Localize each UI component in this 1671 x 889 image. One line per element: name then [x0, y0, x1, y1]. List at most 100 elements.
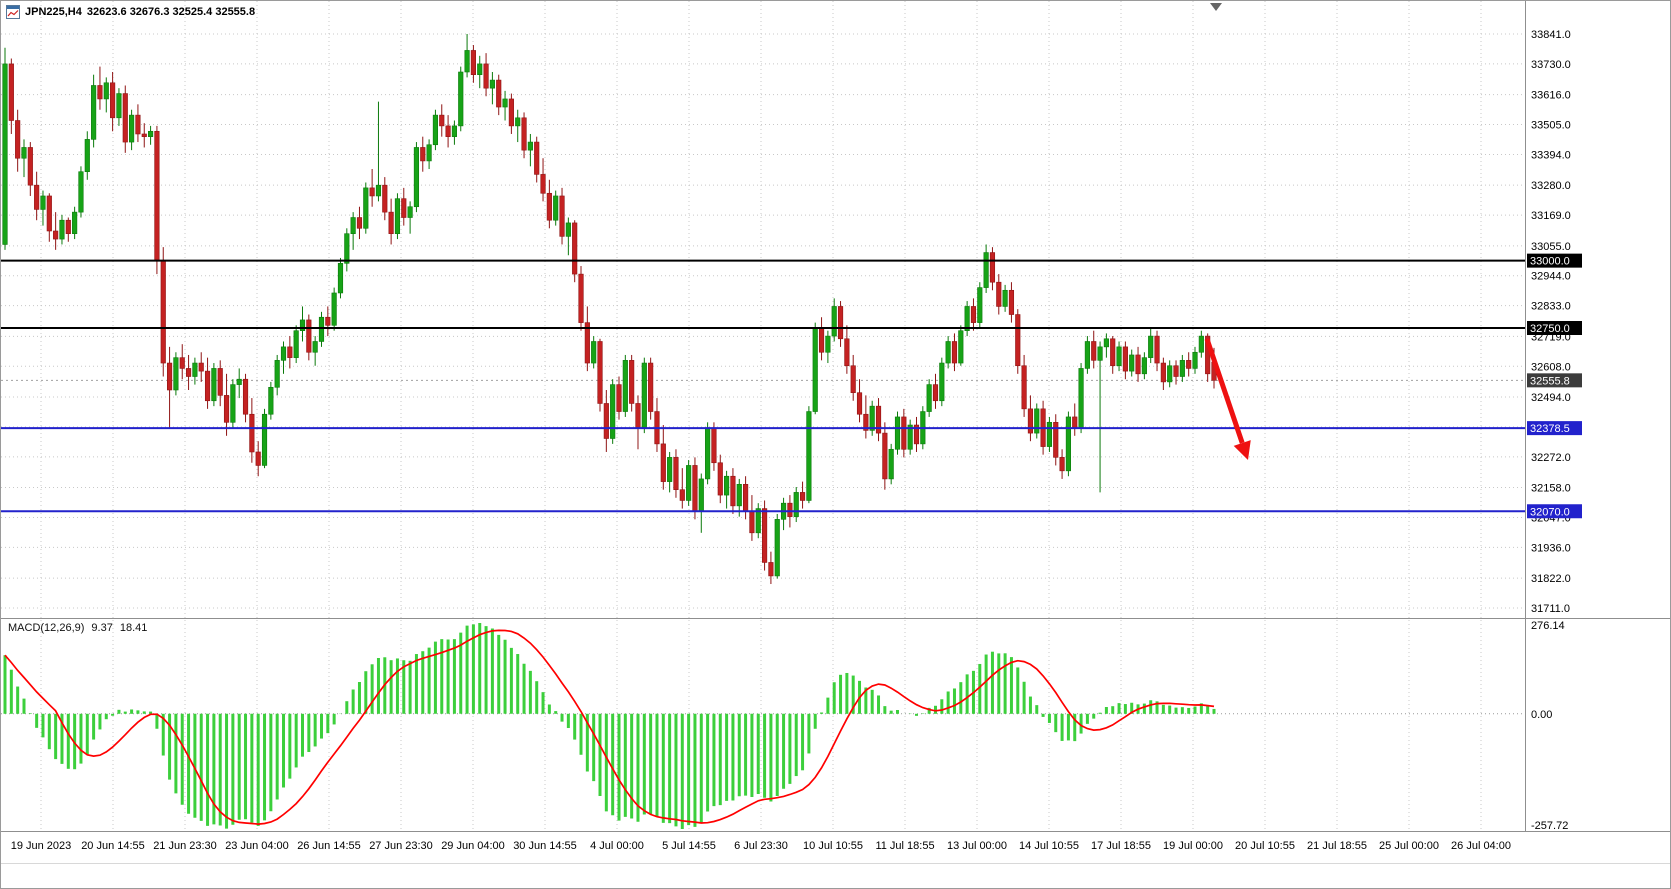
- candle-body: [15, 120, 21, 159]
- candle-body: [996, 281, 1002, 307]
- candle-body: [375, 184, 382, 197]
- price-axis-label: 31822.0: [1531, 573, 1571, 585]
- candle-body: [1053, 422, 1059, 458]
- candle-body: [812, 327, 818, 412]
- candle-body: [584, 322, 590, 364]
- candle-body: [977, 287, 983, 323]
- candle-body: [1103, 338, 1109, 348]
- time-axis-label: 29 Jun 04:00: [441, 840, 505, 852]
- candle-body: [299, 319, 306, 332]
- candle-body: [989, 252, 996, 283]
- candle-body: [394, 198, 401, 234]
- symbol-period: JPN225,H4: [25, 6, 82, 18]
- candle-body: [122, 93, 128, 143]
- time-axis-label: 23 Jun 04:00: [225, 840, 289, 852]
- candle-body: [426, 144, 432, 162]
- candle-body: [1046, 422, 1053, 447]
- candle-body: [1160, 362, 1166, 383]
- candle-body: [91, 85, 97, 140]
- candle-body: [306, 319, 312, 353]
- candle-body: [799, 492, 806, 501]
- candle-body: [274, 360, 280, 388]
- time-axis-label: 10 Jul 10:55: [803, 840, 863, 852]
- price-axis-label: 32272.0: [1531, 452, 1571, 464]
- candle-body: [844, 338, 850, 367]
- candle-body: [8, 63, 14, 121]
- candle-body: [141, 133, 147, 137]
- chart-shift-marker[interactable]: [1210, 3, 1222, 11]
- candle-body: [363, 187, 369, 229]
- time-axis-label: 25 Jul 00:00: [1379, 840, 1439, 852]
- trend-arrow-head[interactable]: [1233, 440, 1251, 460]
- candle-body: [84, 139, 90, 173]
- candle-body: [388, 211, 394, 234]
- macd-signal-line: [4, 629, 1215, 825]
- level-price-label: 32378.5: [1530, 423, 1570, 435]
- time-axis-label: 26 Jun 14:55: [297, 840, 361, 852]
- bid-price-label: 32555.8: [1530, 375, 1570, 387]
- candle-body: [249, 413, 255, 453]
- candle-body: [1008, 289, 1015, 315]
- candle-body: [1078, 368, 1084, 429]
- candle-body: [185, 368, 192, 377]
- candle-body: [926, 384, 932, 412]
- price-axis-label: 32944.0: [1531, 271, 1571, 283]
- time-axis-label: 4 Jul 00:00: [590, 840, 644, 852]
- candle-body: [1122, 346, 1128, 372]
- candle-body: [179, 357, 185, 369]
- candle-body: [331, 292, 337, 326]
- candle-body: [705, 427, 711, 480]
- candle-body: [667, 457, 673, 482]
- time-axis-label: 11 Jul 18:55: [875, 840, 934, 852]
- candle-body: [192, 362, 198, 377]
- candle-body: [806, 411, 812, 501]
- candle-body: [312, 341, 318, 353]
- candle-body: [154, 130, 160, 261]
- candle-body: [401, 198, 407, 218]
- candle-body: [413, 147, 420, 208]
- candle-body: [318, 316, 325, 342]
- time-axis-label: 30 Jun 14:55: [513, 840, 577, 852]
- candle-body: [616, 384, 622, 412]
- candle-body: [280, 346, 287, 361]
- candle-body: [148, 130, 154, 137]
- candle-body: [717, 462, 723, 496]
- candle-body: [1129, 354, 1135, 372]
- time-axis-label: 27 Jun 23:30: [369, 840, 433, 852]
- candle-body: [59, 219, 65, 240]
- candle-body: [818, 327, 825, 353]
- candle-body: [673, 457, 679, 490]
- candle-body: [287, 346, 293, 358]
- candle-body: [236, 378, 242, 385]
- candle-body: [1192, 351, 1198, 369]
- candle-body: [325, 316, 331, 326]
- candle-body: [223, 395, 230, 423]
- level-price-label-bg: [1527, 321, 1582, 336]
- candle-body: [724, 475, 730, 496]
- candle-body: [698, 478, 704, 512]
- level-price-label-bg: [1527, 253, 1582, 268]
- candle-body: [2, 63, 8, 245]
- candle-body: [1059, 457, 1065, 472]
- candle-body: [894, 416, 901, 450]
- candle-body: [660, 443, 666, 482]
- candle-body: [1179, 360, 1185, 377]
- price-axis-label: 33394.0: [1531, 149, 1571, 161]
- candle-body: [749, 510, 755, 534]
- candle-body: [173, 357, 179, 391]
- candle-body: [1002, 289, 1008, 307]
- trend-arrow-line[interactable]: [1204, 338, 1245, 444]
- chart-icon: [6, 5, 20, 19]
- candle-body: [1167, 365, 1173, 383]
- candle-body: [1154, 335, 1160, 364]
- candle-body: [1186, 360, 1192, 369]
- candle-body: [711, 427, 717, 464]
- ohlc-readout: 32623.6 32676.3 32525.4 32555.8: [86, 6, 256, 18]
- price-axis-region[interactable]: [1525, 1, 1671, 618]
- macd-signal-value: 18.41: [119, 622, 148, 634]
- time-axis-region[interactable]: [1, 832, 1671, 862]
- candle-body: [135, 114, 141, 135]
- time-axis-label: 26 Jul 04:00: [1451, 840, 1511, 852]
